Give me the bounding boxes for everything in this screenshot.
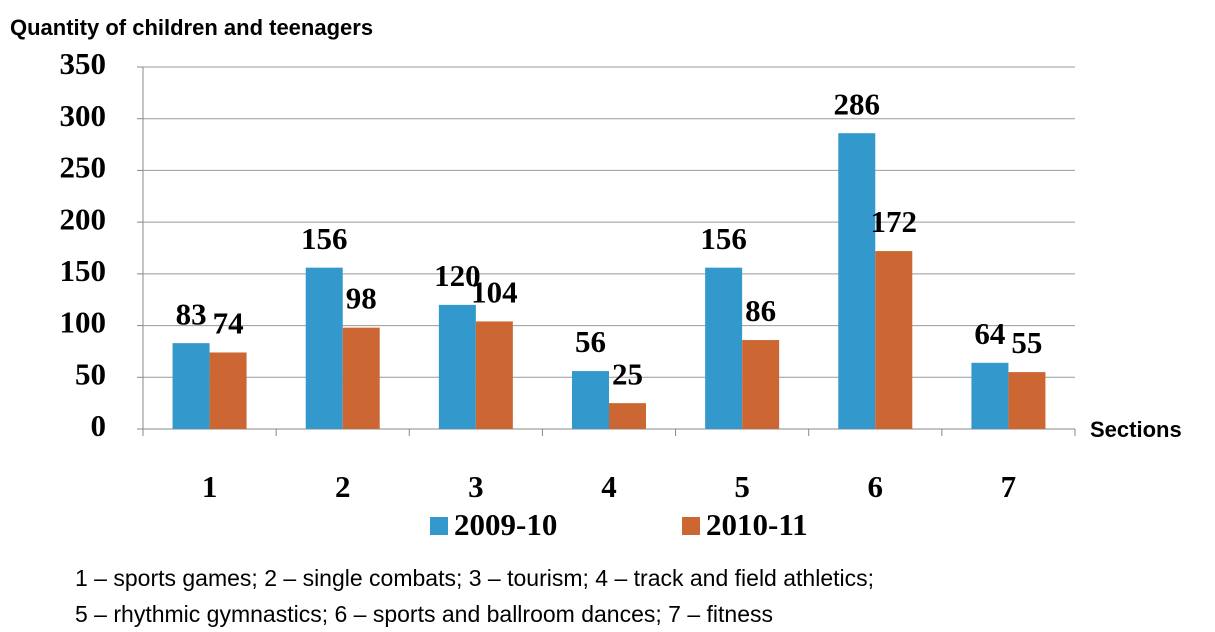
x-tick-label: 4 xyxy=(601,469,617,504)
data-label: 55 xyxy=(1011,325,1042,360)
data-label: 98 xyxy=(346,281,377,316)
data-label: 172 xyxy=(871,204,918,239)
data-label: 156 xyxy=(700,221,747,256)
bar xyxy=(705,267,743,429)
footnote: 5 – rhythmic gymnastics; 6 – sports and … xyxy=(75,601,773,627)
x-axis-title: Sections xyxy=(1090,417,1182,442)
y-axis-title: Quantity of children and teenagers xyxy=(10,15,373,40)
data-label: 156 xyxy=(301,221,348,256)
bar xyxy=(305,267,343,429)
y-tick-label: 350 xyxy=(60,46,107,81)
data-label: 25 xyxy=(612,356,643,391)
bar xyxy=(609,403,646,429)
x-tick-label: 7 xyxy=(1001,469,1017,504)
bar xyxy=(342,327,380,429)
data-label: 83 xyxy=(176,296,207,331)
x-tick-label: 1 xyxy=(202,469,218,504)
data-label: 104 xyxy=(471,275,518,310)
data-label: 286 xyxy=(834,86,881,121)
legend-label: 2010-11 xyxy=(706,507,808,542)
y-tick-label: 100 xyxy=(60,305,107,340)
legend-swatch xyxy=(430,517,448,535)
y-tick-label: 250 xyxy=(60,150,107,185)
x-tick-label: 3 xyxy=(468,469,484,504)
bar xyxy=(875,251,913,429)
x-tick-label: 2 xyxy=(335,469,351,504)
bar xyxy=(572,371,609,429)
bar xyxy=(438,304,476,429)
y-tick-label: 200 xyxy=(60,201,107,236)
y-tick-label: 0 xyxy=(91,408,107,443)
x-tick-label: 5 xyxy=(734,469,750,504)
footnote: 1 – sports games; 2 – single combats; 3 … xyxy=(75,565,874,591)
bar xyxy=(172,343,210,429)
bar xyxy=(209,352,247,429)
y-tick-label: 150 xyxy=(60,253,107,288)
bar xyxy=(742,340,780,429)
data-label: 64 xyxy=(974,316,1005,351)
bar xyxy=(838,133,876,430)
data-label: 120 xyxy=(434,258,481,293)
bar xyxy=(1008,372,1046,429)
x-tick-label: 6 xyxy=(868,469,884,504)
data-label: 74 xyxy=(213,306,244,341)
y-tick-label: 300 xyxy=(60,98,107,133)
bar xyxy=(971,362,1009,429)
data-label: 86 xyxy=(745,293,776,328)
y-tick-label: 50 xyxy=(75,356,106,391)
data-label: 56 xyxy=(575,324,606,359)
legend-label: 2009-10 xyxy=(454,507,557,542)
legend-swatch xyxy=(682,517,700,535)
bar xyxy=(475,321,513,429)
